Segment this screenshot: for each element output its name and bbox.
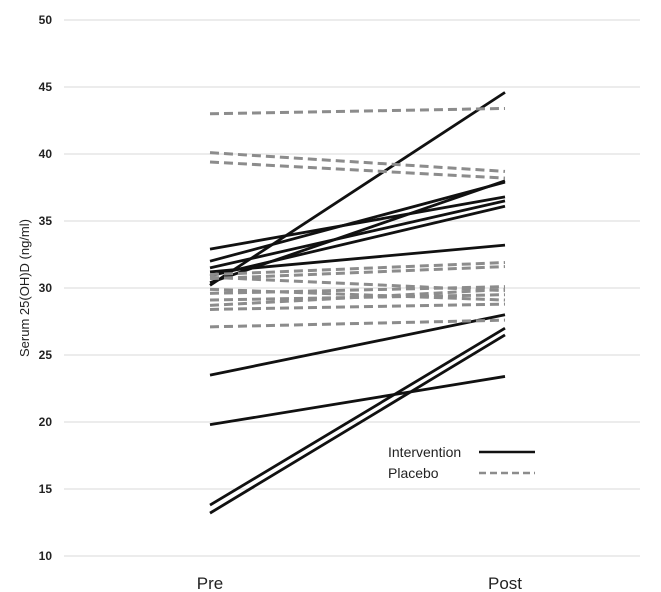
y-tick-label: 30 <box>39 281 53 295</box>
intervention-series-line <box>209 313 506 377</box>
y-tick-labels: 10 15 20 25 30 35 40 45 50 <box>39 13 53 563</box>
x-tick-label: Post <box>488 574 522 592</box>
y-tick-label: 25 <box>39 348 53 362</box>
placebo-series-line <box>209 287 506 307</box>
intervention-series-line <box>209 199 506 270</box>
intervention-series-line <box>209 243 506 274</box>
x-tick-label: Pre <box>197 574 223 592</box>
intervention-series-line <box>209 326 506 507</box>
y-tick-label: 45 <box>39 80 53 94</box>
legend-label: Intervention <box>388 444 461 460</box>
intervention-series-line <box>209 375 506 427</box>
x-tick-labels: Pre Post <box>197 574 523 592</box>
y-tick-label: 15 <box>39 482 53 496</box>
placebo-series-line <box>209 160 506 180</box>
legend: Intervention Placebo <box>388 444 535 481</box>
y-tick-label: 50 <box>39 13 53 27</box>
placebo-series-line <box>209 285 506 295</box>
placebo-series-line <box>209 265 506 281</box>
y-tick-label: 35 <box>39 214 53 228</box>
intervention-series-line <box>209 333 506 515</box>
intervention-series-line <box>209 180 506 263</box>
placebo-series-line <box>209 302 506 311</box>
placebo-series-line <box>209 318 506 329</box>
intervention-series-line <box>209 91 506 287</box>
placebo-series-line <box>209 106 506 116</box>
legend-label: Placebo <box>388 465 439 481</box>
placebo-series-line <box>209 261 506 277</box>
placebo-series-line <box>209 151 506 173</box>
y-tick-label: 20 <box>39 415 53 429</box>
grid-lines <box>64 19 640 557</box>
intervention-series-line <box>209 204 506 278</box>
y-tick-label: 10 <box>39 549 53 563</box>
y-axis-title: Serum 25(OH)D (ng/ml) <box>17 219 32 357</box>
series-lines <box>209 91 506 515</box>
y-tick-label: 40 <box>39 147 53 161</box>
